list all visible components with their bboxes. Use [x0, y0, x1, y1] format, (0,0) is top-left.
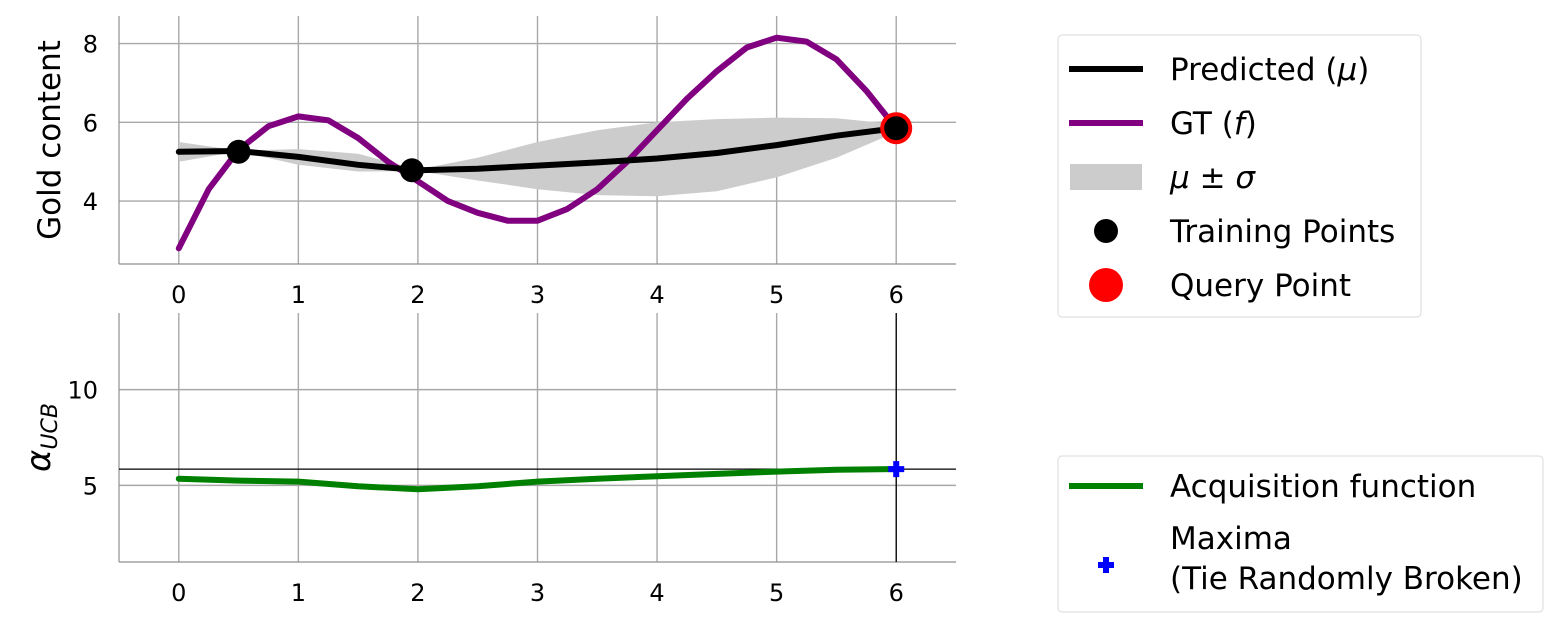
- top-plot: 0 1 2 3 4 5 6 4 6 8 Gold content: [32, 16, 956, 309]
- legend-label: Predicted (μ): [1170, 52, 1369, 88]
- legend-plus-swatch: [1098, 557, 1114, 573]
- ground-truth-line: [175, 34, 900, 252]
- maxima-marker: [888, 461, 905, 478]
- training-point: [399, 158, 424, 183]
- x-tick-label: 6: [889, 281, 904, 309]
- y-axis-label: αUCB: [19, 403, 63, 472]
- legend-frame: [1057, 34, 1422, 318]
- x-tick-label: 0: [171, 579, 186, 607]
- y-tick-label: 4: [83, 188, 98, 216]
- legend-label-text: Predicted (: [1170, 52, 1337, 88]
- legend-dot-swatch: [1094, 219, 1118, 243]
- legend-label: GT (f): [1170, 106, 1257, 142]
- legend-bottom: Acquisition function Maxima (Tie Randomly …: [1057, 455, 1544, 613]
- legend-label: Acquisition function: [1170, 469, 1476, 505]
- x-tick-label: 3: [530, 579, 545, 607]
- x-tick-label: 4: [649, 281, 664, 309]
- legend-patch-swatch: [1070, 164, 1142, 190]
- legend-label-text: Training Points: [1169, 214, 1395, 250]
- y-axis-label: Gold content: [32, 40, 68, 240]
- legend-label: Training Points: [1169, 214, 1395, 250]
- x-tick-label: 1: [291, 579, 306, 607]
- legend-label: Maxima: [1170, 521, 1292, 557]
- legend-frame: [1057, 455, 1544, 613]
- x-tick-label: 2: [410, 281, 425, 309]
- legend-label-text: GT (: [1170, 106, 1234, 142]
- predicted-mean-line: [175, 125, 900, 174]
- acquisition-line: [175, 466, 900, 493]
- uncertainty-band: [178, 117, 897, 197]
- legend-label-text: Query Point: [1170, 268, 1351, 304]
- y-axis-label-subscript: UCB: [38, 403, 63, 450]
- y-tick-label: 8: [83, 31, 98, 59]
- y-tick-label: 6: [83, 109, 98, 137]
- legend-label-symbol: μ ± σ: [1169, 160, 1256, 196]
- legend-label: μ ± σ: [1169, 160, 1256, 196]
- training-point: [884, 116, 909, 141]
- y-tick-label: 5: [83, 472, 98, 500]
- legend-dot-swatch: [1089, 268, 1123, 302]
- y-tick-label: 10: [67, 377, 98, 405]
- legend-label-text: ): [1357, 52, 1369, 88]
- x-tick-label: 1: [291, 281, 306, 309]
- x-tick-label: 5: [769, 579, 784, 607]
- x-tick-label: 2: [410, 579, 425, 607]
- legend-label: Query Point: [1170, 268, 1351, 304]
- training-point: [226, 139, 251, 164]
- legend-label-text: ): [1245, 106, 1257, 142]
- x-tick-label: 4: [649, 579, 664, 607]
- x-tick-label: 3: [530, 281, 545, 309]
- x-tick-label: 0: [171, 281, 186, 309]
- x-tick-label: 5: [769, 281, 784, 309]
- legend-label-symbol: μ: [1336, 52, 1357, 88]
- legend-label: (Tie Randomly Broken): [1170, 561, 1523, 597]
- x-tick-label: 6: [889, 579, 904, 607]
